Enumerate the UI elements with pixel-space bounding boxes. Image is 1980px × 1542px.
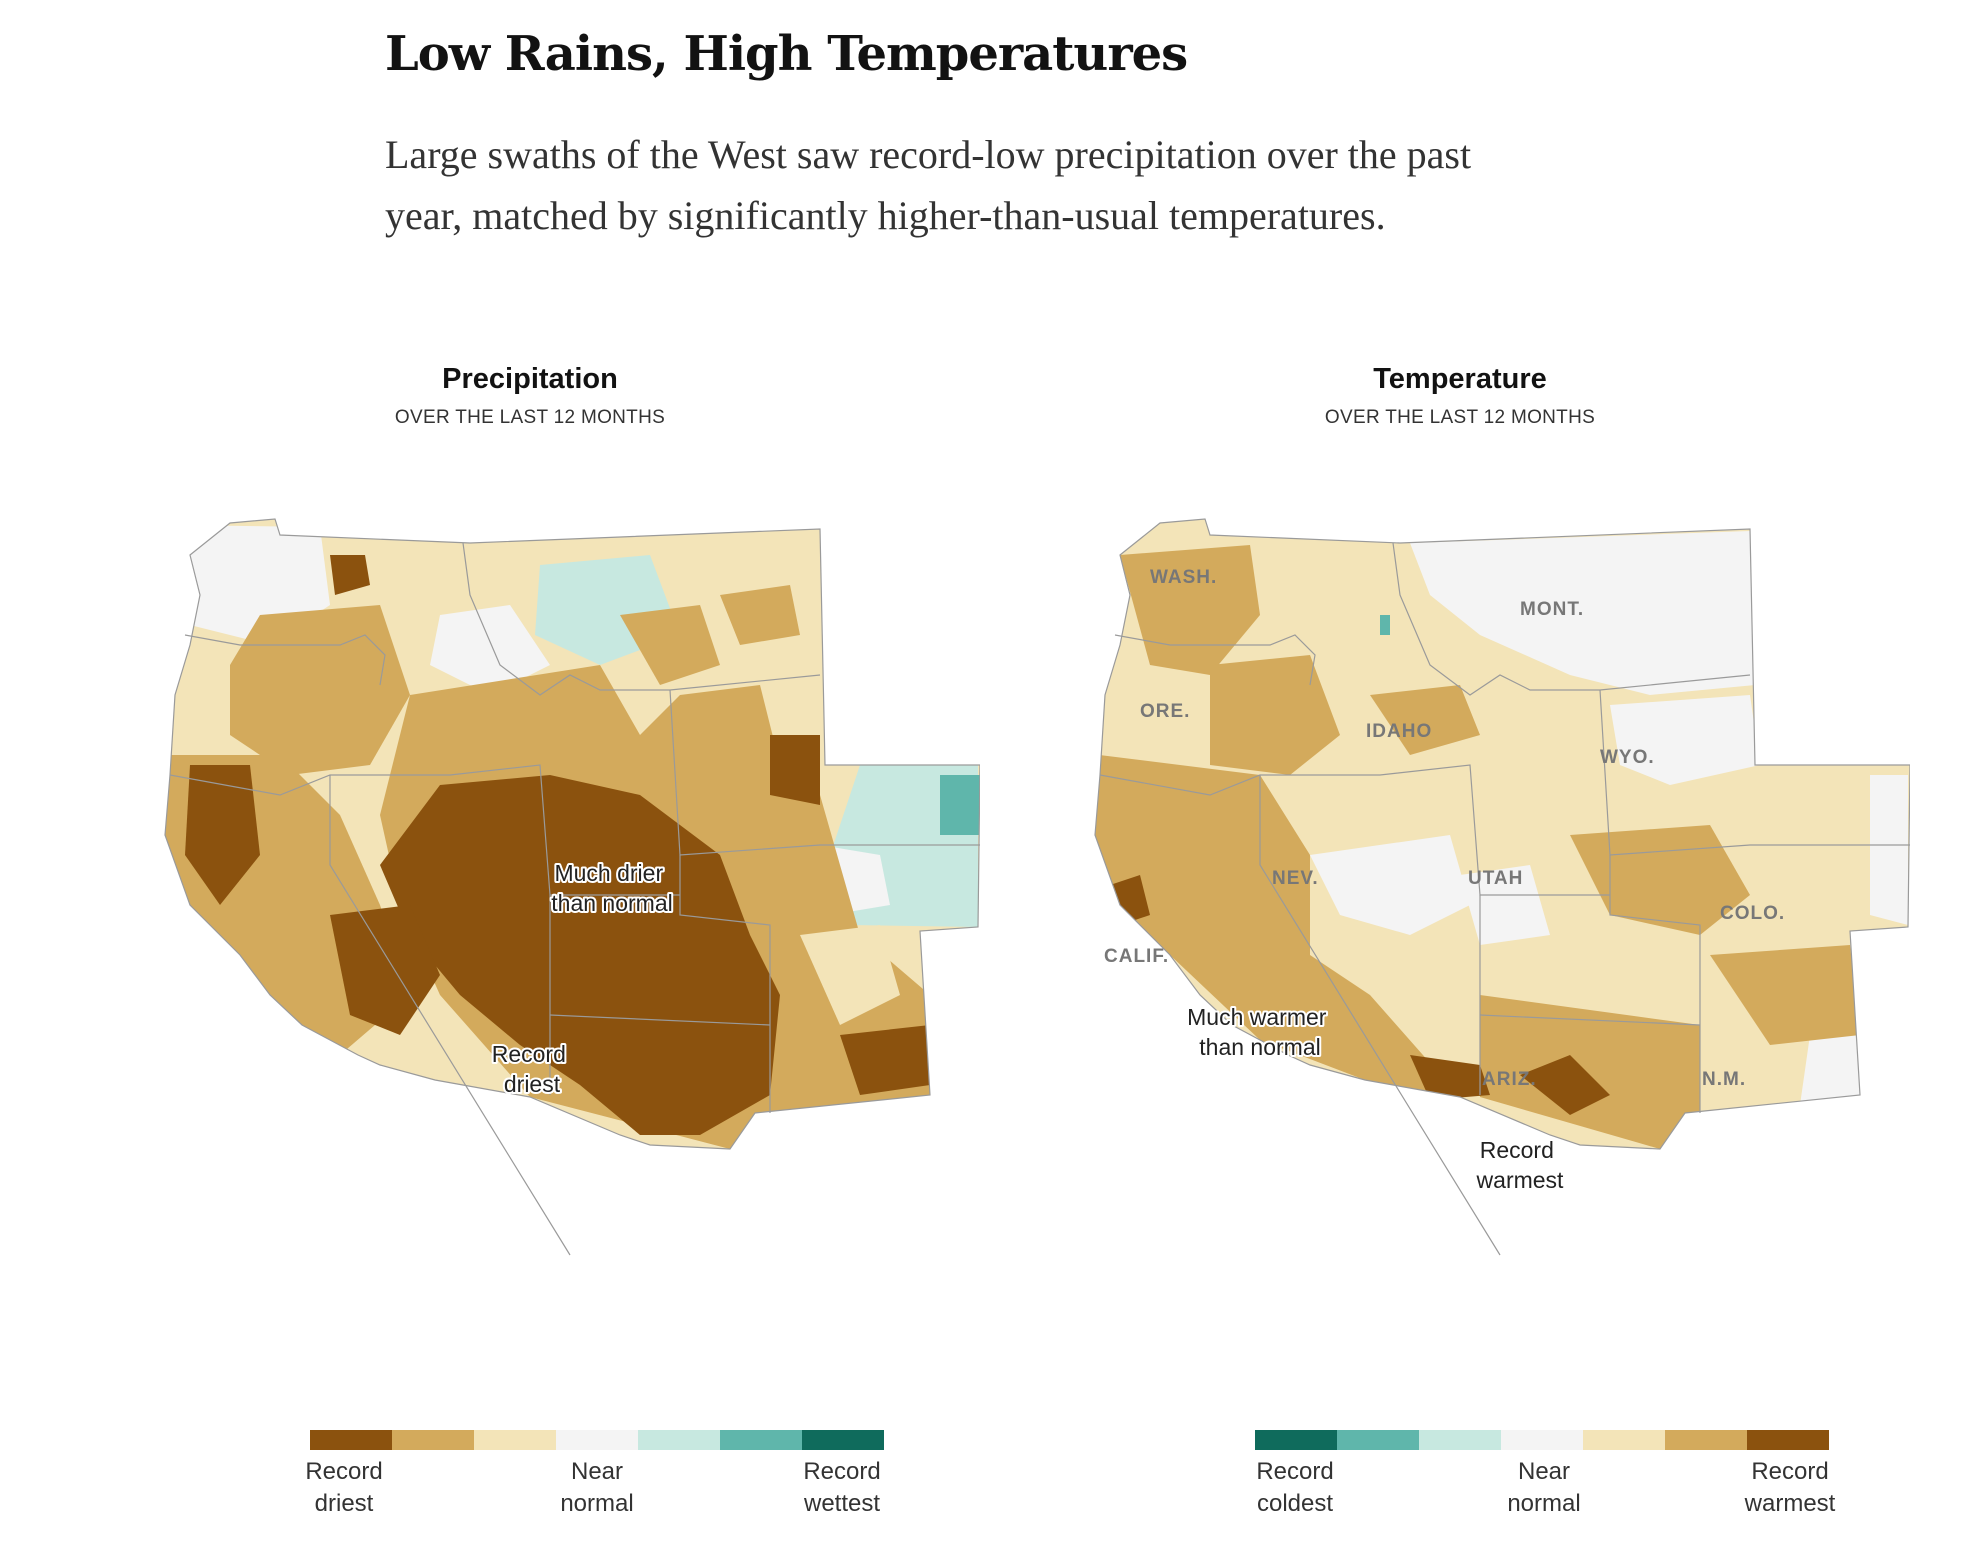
state-label-wyo: WYO. bbox=[1600, 747, 1655, 768]
annotation-line: than normal bbox=[1199, 1034, 1320, 1060]
temperature-subtitle: OVER THE LAST 12 MONTHS bbox=[1324, 407, 1596, 428]
legend-swatch-4 bbox=[1583, 1430, 1665, 1450]
precipitation-state-borders bbox=[164, 518, 980, 1256]
state-label-wash: WASH. bbox=[1150, 567, 1217, 588]
state-label-ore: ORE. bbox=[1140, 701, 1190, 722]
state-label-colo: COLO. bbox=[1720, 903, 1785, 924]
annotation-line: Much warmer bbox=[1187, 1004, 1327, 1030]
precipitation-legend-bar bbox=[310, 1430, 884, 1450]
precipitation-annotation-drier: Much drier than normal bbox=[551, 860, 672, 916]
legend-swatch-6 bbox=[802, 1430, 884, 1450]
legend-label-near-normal: Near normal bbox=[1507, 1458, 1581, 1517]
precipitation-legend-labels: Record driest Near normal Record wettest bbox=[305, 1456, 884, 1526]
temperature-annotation-warmer: Much warmer than normal bbox=[1187, 1004, 1333, 1060]
temperature-map: WASH. MONT. ORE. IDAHO WYO. NEV. UTAH CO… bbox=[1094, 518, 1910, 1256]
legend-label-record-wettest: Record wettest bbox=[803, 1458, 881, 1517]
annotation-line: Record bbox=[492, 1041, 566, 1067]
legend-label-near-normal: Near normal bbox=[560, 1458, 634, 1517]
dek: Large swaths of the West saw record-low … bbox=[385, 132, 1472, 238]
precipitation-title: Precipitation bbox=[442, 363, 618, 395]
state-label-nev: NEV. bbox=[1272, 868, 1319, 889]
temperature-legend: Record coldest Near normal Record warmes… bbox=[1255, 1430, 1835, 1526]
legend-swatch-3 bbox=[1501, 1430, 1583, 1450]
precipitation-map: Much drier than normal Record driest bbox=[164, 518, 980, 1256]
temperature-state-borders bbox=[1094, 518, 1910, 1256]
legend-swatch-2 bbox=[1419, 1430, 1501, 1450]
headline: Low Rains, High Temperatures bbox=[385, 26, 1188, 82]
precipitation-legend: Record driest Near normal Record wettest bbox=[305, 1430, 884, 1526]
legend-swatch-5 bbox=[1665, 1430, 1747, 1450]
state-label-nm: N.M. bbox=[1702, 1069, 1746, 1090]
precipitation-shading bbox=[165, 519, 980, 1149]
annotation-line: than normal bbox=[551, 890, 672, 916]
legend-swatch-6 bbox=[1747, 1430, 1829, 1450]
state-label-idaho: IDAHO bbox=[1366, 721, 1432, 742]
legend-swatch-5 bbox=[720, 1430, 802, 1450]
temperature-state-labels: WASH. MONT. ORE. IDAHO WYO. NEV. UTAH CO… bbox=[1104, 567, 1785, 1090]
temperature-title: Temperature bbox=[1373, 363, 1547, 395]
temperature-legend-bar bbox=[1255, 1430, 1829, 1450]
legend-swatch-3 bbox=[556, 1430, 638, 1450]
annotation-line: Record bbox=[1480, 1137, 1554, 1163]
temperature-panel: Temperature OVER THE LAST 12 MONTHS bbox=[1010, 355, 1910, 1535]
precipitation-annotation-driest: Record driest bbox=[492, 1041, 573, 1097]
state-label-mont: MONT. bbox=[1520, 599, 1584, 620]
legend-swatch-4 bbox=[638, 1430, 720, 1450]
annotation-line: warmest bbox=[1476, 1167, 1565, 1193]
legend-label-record-warmest: Record warmest bbox=[1744, 1458, 1836, 1517]
state-label-utah: UTAH bbox=[1468, 868, 1523, 889]
legend-swatch-2 bbox=[474, 1430, 556, 1450]
legend-swatch-1 bbox=[1337, 1430, 1419, 1450]
state-label-calif: CALIF. bbox=[1104, 946, 1169, 967]
annotation-line: driest bbox=[504, 1071, 561, 1097]
temperature-legend-labels: Record coldest Near normal Record warmes… bbox=[1255, 1456, 1835, 1526]
precipitation-subtitle: OVER THE LAST 12 MONTHS bbox=[394, 407, 666, 428]
annotation-line: Much drier bbox=[554, 860, 663, 886]
temperature-annotation-warmest: Record warmest bbox=[1476, 1137, 1565, 1193]
legend-label-record-coldest: Record coldest bbox=[1256, 1458, 1334, 1517]
state-label-ariz: ARIZ. bbox=[1482, 1069, 1537, 1090]
legend-swatch-0 bbox=[1255, 1430, 1337, 1450]
precipitation-panel: Precipitation OVER THE LAST 12 MONTHS bbox=[80, 355, 980, 1535]
legend-swatch-1 bbox=[392, 1430, 474, 1450]
legend-label-record-driest: Record driest bbox=[305, 1458, 383, 1517]
legend-swatch-0 bbox=[310, 1430, 392, 1450]
